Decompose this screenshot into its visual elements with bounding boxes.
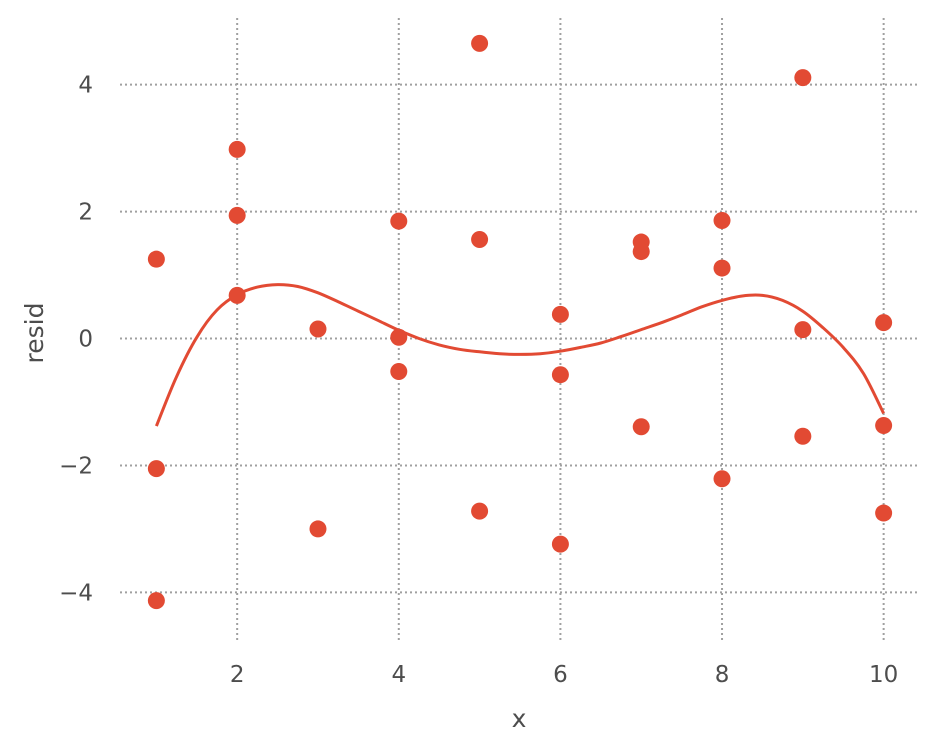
data-point	[551, 366, 569, 384]
trend-line	[155, 283, 885, 427]
data-point	[794, 321, 812, 339]
data-point	[794, 427, 812, 445]
data-point	[390, 328, 408, 346]
data-point	[228, 206, 246, 224]
data-point	[390, 363, 408, 381]
data-point	[228, 140, 246, 158]
x-tick-labels: 2 4 6 8 10	[230, 662, 898, 688]
data-point	[875, 504, 893, 522]
x-tick-label: 6	[553, 662, 568, 688]
data-point	[309, 520, 327, 538]
data-point	[713, 211, 731, 229]
y-tick-labels: −4 −2 0 2 4	[59, 73, 93, 607]
data-point	[632, 418, 650, 436]
data-point	[147, 460, 165, 478]
data-point	[309, 320, 327, 338]
y-tick-label: 4	[78, 73, 93, 99]
data-point	[551, 535, 569, 553]
y-tick-label: −4	[59, 580, 93, 606]
y-tick-label: 0	[78, 327, 93, 353]
x-tick-label: 8	[715, 662, 730, 688]
y-tick-label: 2	[78, 200, 93, 226]
data-point	[471, 231, 489, 249]
x-tick-label: 2	[230, 662, 245, 688]
y-tick-label: −2	[59, 453, 93, 479]
y-axis-label: resid	[20, 303, 49, 364]
data-point	[471, 502, 489, 520]
data-point	[794, 69, 812, 87]
x-tick-label: 4	[391, 662, 406, 688]
data-point	[713, 470, 731, 488]
horizontal-grid-lines	[120, 83, 920, 594]
x-tick-label: 10	[869, 662, 898, 688]
data-point	[632, 243, 650, 261]
data-point	[713, 259, 731, 277]
data-point	[471, 34, 489, 52]
data-point	[875, 416, 893, 434]
data-point	[551, 305, 569, 323]
data-point	[228, 286, 246, 304]
data-point	[147, 592, 165, 610]
data-point	[875, 314, 893, 332]
data-point	[147, 250, 165, 268]
scatter-points	[147, 34, 893, 610]
x-axis-label: x	[512, 704, 527, 733]
data-point	[390, 212, 408, 230]
